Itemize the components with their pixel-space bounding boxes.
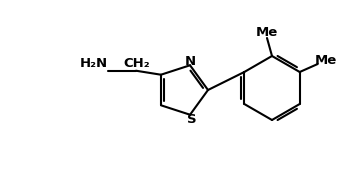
Text: Me: Me — [315, 53, 337, 66]
Text: Me: Me — [256, 25, 278, 39]
Text: N: N — [184, 55, 196, 68]
Text: CH₂: CH₂ — [124, 57, 150, 70]
Text: H₂N: H₂N — [80, 57, 108, 70]
Text: S: S — [187, 113, 197, 126]
